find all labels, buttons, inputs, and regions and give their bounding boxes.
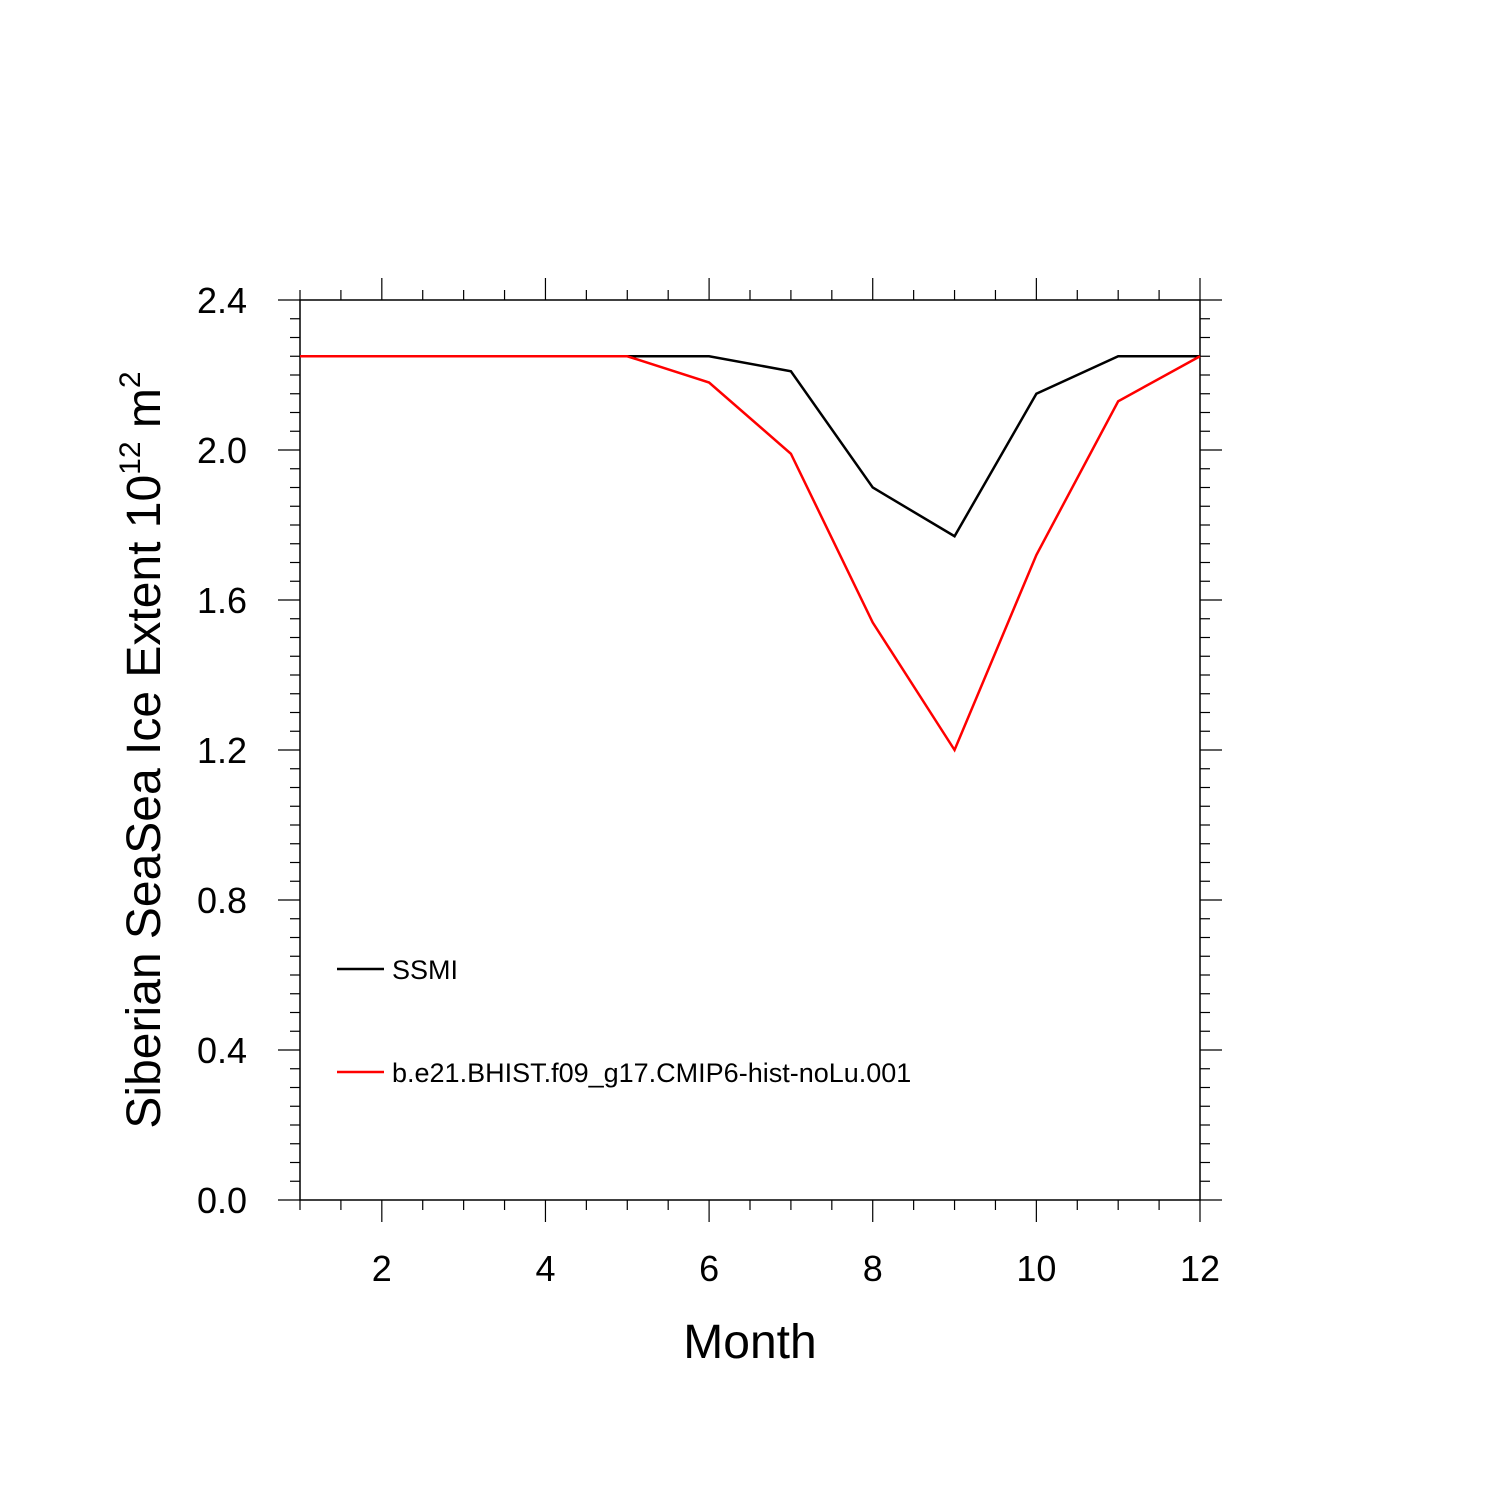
series-layer <box>300 355 1201 753</box>
x-tick-label: 12 <box>1180 1248 1220 1289</box>
x-tick-label: 4 <box>535 1248 555 1289</box>
y-tick-label: 0.4 <box>197 1030 247 1071</box>
x-tick-label: 10 <box>1016 1248 1056 1289</box>
y-tick-label: 2.4 <box>197 280 247 321</box>
legend-label-2: b.e21.BHIST.f09_g17.CMIP6-hist-noLu.001 <box>392 1058 911 1088</box>
y-tick-label: 0.8 <box>197 880 247 921</box>
y-tick-label: 0.0 <box>197 1180 247 1221</box>
x-tick-label: 8 <box>863 1248 883 1289</box>
y-axis-title-exponent: 12 <box>114 441 147 474</box>
series-line-1 <box>300 355 1200 538</box>
y-tick-label: 1.6 <box>197 580 247 621</box>
x-axis-title: Month <box>683 1316 816 1369</box>
y-tick-label: 1.2 <box>197 730 247 771</box>
axis-tick-labels: 2 4 6 8 10 12 0.0 0.4 0.8 1.2 1.6 2.0 2.4 <box>197 280 1220 1289</box>
y-axis-title-unit-exponent: 2 <box>114 371 147 388</box>
y-axis-title-unit: m <box>118 388 171 441</box>
y-axis-title-main: Siberian SeaSea Ice Extent 10 <box>118 475 171 1129</box>
axis-ticks <box>278 278 1222 1222</box>
y-tick-label: 2.0 <box>197 430 247 471</box>
series-line-2 <box>300 355 1201 753</box>
x-tick-label: 2 <box>372 1248 392 1289</box>
legend: SSMI b.e21.BHIST.f09_g17.CMIP6-hist-noLu.… <box>337 955 911 1088</box>
x-tick-label: 6 <box>699 1248 719 1289</box>
y-axis-title: Siberian SeaSea Ice Extent 1012 m2 <box>114 371 171 1128</box>
legend-label-1: SSMI <box>392 955 458 985</box>
